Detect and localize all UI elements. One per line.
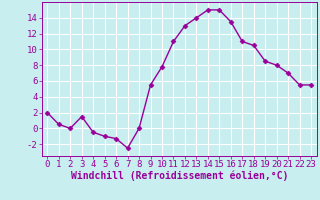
X-axis label: Windchill (Refroidissement éolien,°C): Windchill (Refroidissement éolien,°C)	[70, 171, 288, 181]
